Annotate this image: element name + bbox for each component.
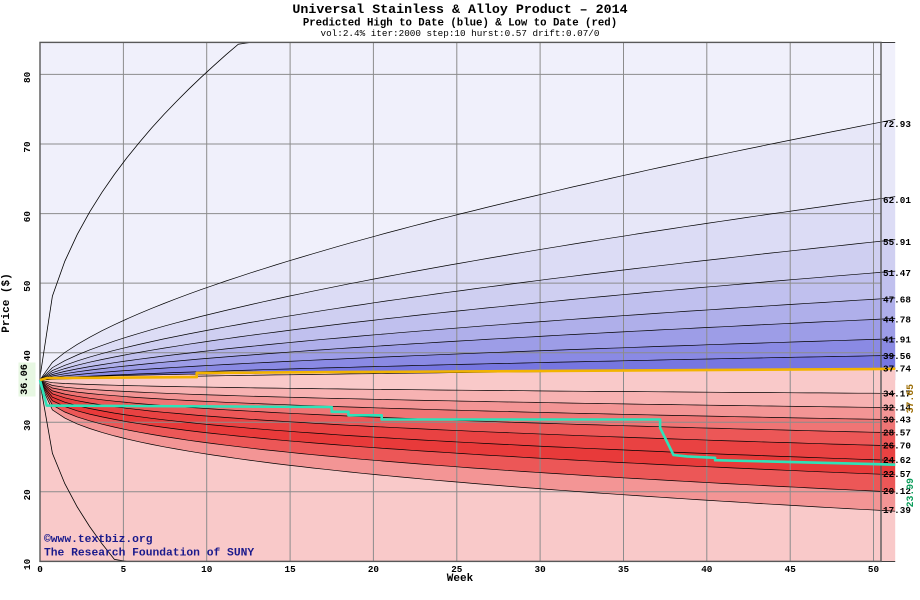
svg-text:26.70: 26.70 [883,440,911,451]
svg-text:36.06: 36.06 [19,364,31,395]
svg-text:5: 5 [121,564,127,575]
svg-text:30.43: 30.43 [883,415,911,426]
svg-text:70: 70 [22,141,33,153]
svg-text:72.93: 72.93 [883,119,911,130]
svg-text:30: 30 [22,419,33,431]
svg-text:37.65: 37.65 [905,384,916,414]
svg-text:55.91: 55.91 [883,237,911,248]
svg-text:50: 50 [868,564,880,575]
svg-text:39.56: 39.56 [883,351,911,362]
svg-text:50: 50 [22,280,33,292]
svg-text:Week: Week [447,573,474,585]
svg-text:47.68: 47.68 [883,295,911,306]
svg-text:0: 0 [37,564,43,575]
svg-text:10: 10 [201,564,213,575]
svg-text:35: 35 [618,564,630,575]
svg-text:Universal Stainless & Alloy Pr: Universal Stainless & Alloy Product – 20… [292,2,627,17]
svg-text:40: 40 [701,564,713,575]
svg-text:Price ($): Price ($) [1,273,13,332]
svg-text:28.57: 28.57 [883,427,911,438]
svg-text:The Research Foundation of SUN: The Research Foundation of SUNY [44,548,254,560]
svg-text:30: 30 [535,564,547,575]
svg-text:44.78: 44.78 [883,315,911,326]
svg-text:10: 10 [22,558,33,570]
svg-text:23.99: 23.99 [905,478,916,508]
svg-text:24.62: 24.62 [883,455,911,466]
svg-text:62.01: 62.01 [883,195,911,206]
svg-text:15: 15 [285,564,297,575]
svg-text:37.74: 37.74 [883,364,911,375]
svg-text:20: 20 [22,489,33,501]
svg-text:51.47: 51.47 [883,268,911,279]
svg-text:60: 60 [22,211,33,223]
svg-text:20: 20 [368,564,380,575]
svg-text:vol:2.4% iter:2000 step:10 hur: vol:2.4% iter:2000 step:10 hurst:0.57 dr… [321,28,600,39]
svg-text:41.91: 41.91 [883,335,911,346]
svg-text:45: 45 [785,564,797,575]
svg-text:40: 40 [22,350,33,362]
svg-text:©www.textbiz.org: ©www.textbiz.org [44,534,153,546]
svg-text:80: 80 [22,71,33,83]
